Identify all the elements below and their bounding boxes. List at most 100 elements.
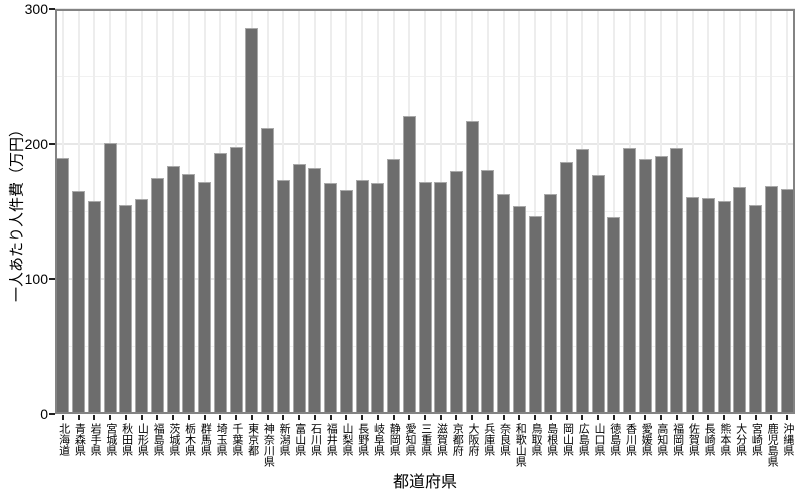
x-tick [329, 415, 332, 420]
bar [717, 200, 731, 414]
bar [292, 164, 306, 414]
x-tick [124, 415, 127, 420]
bar [575, 149, 589, 414]
x-tick-label: 宮城県 [104, 423, 117, 456]
bar [560, 161, 574, 414]
bar [528, 215, 542, 414]
y-tick [49, 278, 55, 280]
x-tick-label: 佐賀県 [687, 423, 700, 456]
x-tick-label: 愛知県 [404, 423, 417, 456]
y-tick-label: 0 [40, 406, 48, 422]
x-tick [786, 415, 789, 420]
bar [87, 200, 101, 414]
x-tick [707, 415, 710, 420]
bar [387, 158, 400, 414]
x-tick [502, 415, 505, 420]
x-tick-label: 岩手県 [89, 423, 102, 456]
x-tick-label: 長崎県 [703, 423, 716, 456]
x-tick [187, 415, 190, 420]
bar [607, 216, 621, 414]
x-tick [565, 415, 568, 420]
x-tick-label: 三重県 [419, 423, 432, 456]
x-tick-label: 長野県 [356, 423, 369, 456]
bar [276, 180, 290, 414]
bar [371, 183, 385, 414]
x-tick-label: 香川県 [624, 423, 637, 456]
x-tick [675, 415, 678, 420]
x-tick [298, 415, 301, 420]
x-tick-label: 福井県 [325, 423, 338, 456]
x-tick [691, 415, 694, 420]
x-tick [77, 415, 80, 420]
bar [182, 173, 196, 414]
bar [308, 168, 322, 414]
bar [434, 181, 448, 414]
x-tick-label: 兵庫県 [482, 423, 495, 456]
x-tick [266, 415, 269, 420]
x-tick-label: 群馬県 [199, 423, 212, 456]
x-tick-label: 大分県 [734, 423, 747, 456]
x-axis-title: 都道府県 [392, 474, 458, 491]
y-tick-label: 300 [24, 1, 48, 17]
x-tick [723, 415, 726, 420]
x-tick [313, 415, 316, 420]
x-tick [738, 415, 741, 420]
x-tick-label: 東京都 [246, 423, 259, 456]
x-tick-label: 京都府 [451, 423, 464, 456]
x-tick [172, 415, 175, 420]
x-tick-label: 岐阜県 [372, 423, 385, 456]
bar [670, 148, 684, 414]
x-tick [345, 415, 348, 420]
bar [497, 193, 511, 414]
x-tick-label: 高知県 [655, 423, 668, 456]
x-tick-label: 福岡県 [671, 423, 684, 456]
x-tick [140, 415, 143, 420]
x-tick-label: 北海道 [57, 423, 70, 456]
x-tick [408, 415, 411, 420]
x-tick-label: 沖縄県 [781, 423, 794, 456]
x-axis-ticks [55, 414, 795, 420]
bar [512, 206, 526, 414]
x-tick [770, 415, 773, 420]
x-tick [109, 415, 112, 420]
x-tick [644, 415, 647, 420]
bar [654, 156, 668, 414]
bar [355, 180, 369, 414]
x-tick [250, 415, 253, 420]
x-tick [612, 415, 615, 420]
x-tick-label: 広島県 [577, 423, 590, 456]
y-tick [49, 413, 55, 415]
x-tick-label: 岡山県 [561, 423, 574, 456]
bar [733, 187, 747, 414]
x-tick [392, 415, 395, 420]
x-tick [235, 415, 238, 420]
bar [418, 181, 432, 414]
x-tick [376, 415, 379, 420]
x-tick [534, 415, 537, 420]
bar [56, 157, 70, 414]
bar [119, 204, 133, 414]
bar [449, 171, 463, 414]
x-tick-label: 秋田県 [120, 423, 133, 456]
x-tick [455, 415, 458, 420]
x-tick [219, 415, 222, 420]
bar [686, 196, 700, 414]
x-tick [203, 415, 206, 420]
x-tick [471, 415, 474, 420]
x-tick-label: 和歌山県 [514, 423, 527, 467]
gridline-vertical [534, 9, 537, 414]
y-tick [49, 143, 55, 145]
x-tick-label: 山形県 [136, 423, 149, 456]
bar [481, 169, 495, 414]
x-tick [660, 415, 663, 420]
bar [780, 188, 794, 414]
plot-area [55, 8, 795, 414]
gridline-vertical [612, 9, 615, 414]
bar [245, 27, 259, 414]
bar [638, 158, 652, 414]
x-tick-label: 宮崎県 [750, 423, 763, 456]
x-tick-label: 茨城県 [167, 423, 180, 456]
x-tick-label: 千葉県 [230, 423, 243, 456]
x-tick [628, 415, 631, 420]
